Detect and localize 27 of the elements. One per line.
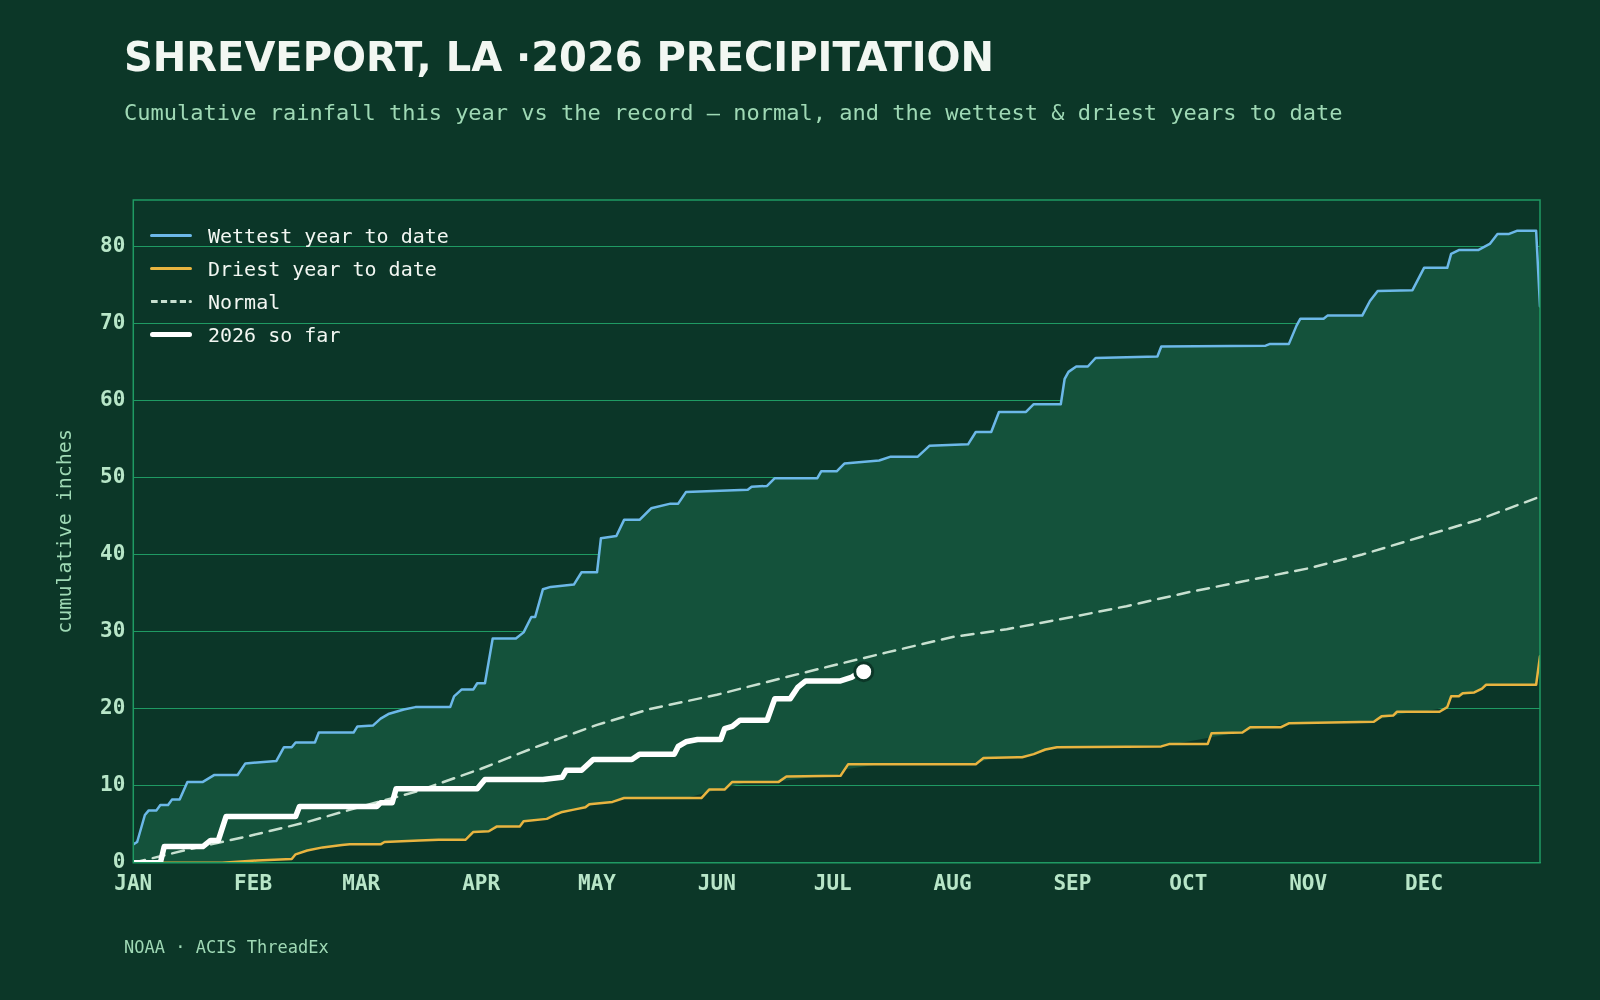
y-tick-label: 20 [99,695,126,720]
x-tick-label: SEP [1053,870,1092,895]
x-tick-label: JUL [813,870,852,895]
x-tick-label: MAY [578,870,617,895]
chart-subtitle: Cumulative rainfall this year vs the record — normal, and the wettest & driest years to date [124,100,1343,125]
x-tick-label: NOV [1289,870,1328,895]
text: NOAA · ACIS ThreadEx [124,937,329,957]
legend-label: 2026 so far [208,322,341,347]
y-tick-label: 80 [99,232,126,257]
x-tick-label: APR [462,870,501,895]
x-tick-label: OCT [1169,870,1208,895]
y-tick-label: 50 [99,463,126,488]
y-tick-label: 30 [99,618,126,643]
legend-label: Wettest year to date [208,223,449,248]
x-tick-label: MAR [342,870,381,895]
y-tick-label: 70 [99,309,126,334]
chart-title: SHREVEPORT, LA ·2026 PRECIPITATION [124,34,995,80]
y-tick-label: 40 [99,540,126,565]
legend-label: Driest year to date [208,256,437,281]
y-tick-label: 10 [99,772,126,797]
x-tick-label: JUN [697,870,736,895]
y-axis-title: cumulative inches [52,429,77,634]
x-tick-label: AUG [933,870,972,895]
legend-label: Normal [208,289,281,314]
x-tick-label: FEB [234,870,273,895]
x-tick-label: DEC [1405,870,1444,895]
y-tick-label: 60 [99,386,126,411]
